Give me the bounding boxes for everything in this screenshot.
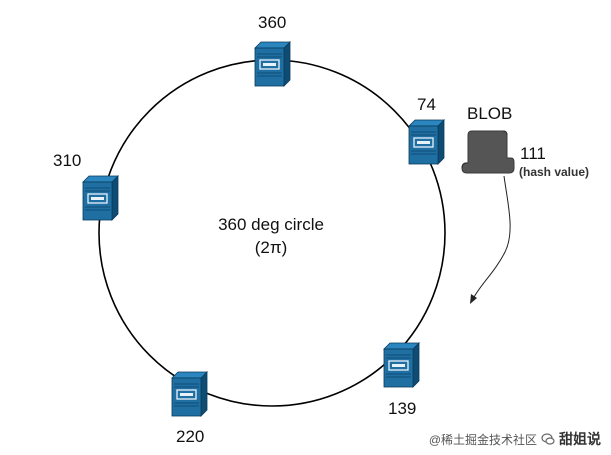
hash-value-note: (hash value) [519, 165, 590, 179]
watermark-prefix: @稀土掘金技术社区 [428, 432, 537, 447]
server-74-icon [408, 119, 445, 165]
blob-scroll-icon [461, 130, 515, 174]
blob-label: BLOB [467, 104, 513, 123]
server-label-310: 310 [53, 151, 82, 170]
server-220-icon [171, 371, 208, 417]
server-label-139: 139 [388, 399, 417, 418]
ring-description-line1: 360 deg circle [218, 215, 324, 234]
server-label-360: 360 [258, 13, 287, 32]
arrow-head-icon [470, 294, 477, 304]
server-310-icon [82, 175, 119, 221]
mapping-arrow [472, 175, 511, 300]
server-label-220: 220 [176, 427, 205, 446]
server-360-icon [254, 41, 291, 87]
wechat-logo-icon [541, 433, 555, 445]
hash-value: 111 [520, 144, 546, 163]
watermark-brand: 甜姐说 [559, 431, 601, 447]
server-139-icon [383, 342, 420, 388]
ring-description: 360 deg circle (2π) [176, 213, 366, 259]
watermark: @稀土掘金技术社区 甜姐说 [429, 429, 601, 449]
ring-description-line2: (2π) [254, 238, 288, 257]
server-label-74: 74 [417, 95, 436, 114]
